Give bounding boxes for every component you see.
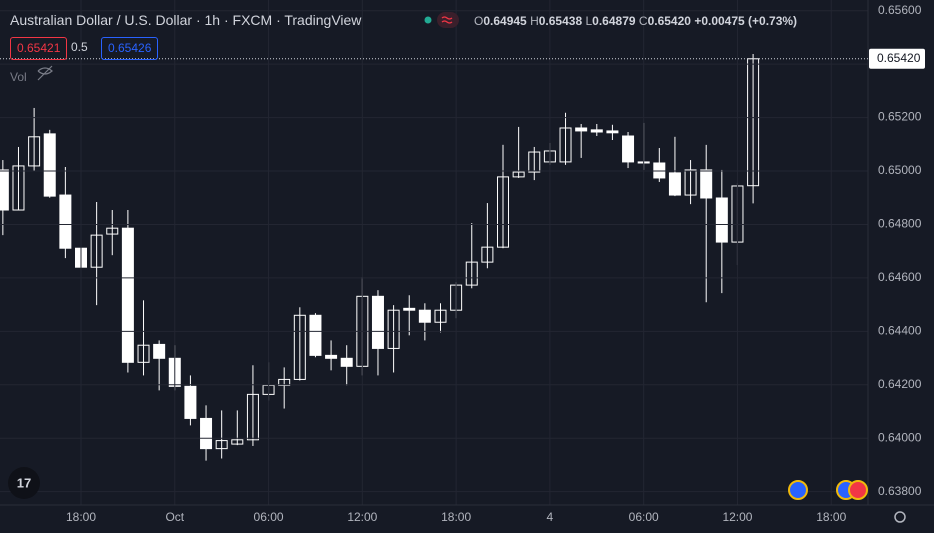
ohlc-value: 0.65438	[538, 14, 583, 28]
x-tick-label: 18:00	[66, 510, 96, 524]
ohlc-value: 0.64879	[592, 14, 636, 28]
symbol-title: Australian Dollar / U.S. Dollar · 1h · F…	[10, 12, 362, 28]
y-tick-label: 0.64600	[878, 270, 922, 284]
ask-button[interactable]: 0.65426	[101, 37, 159, 60]
ohlc-legend: O0.64945 H0.65438 L0.64879 C0.65420 +0.0…	[474, 14, 797, 28]
bid-button[interactable]: 0.65421	[10, 37, 68, 60]
spread: 0.5	[71, 40, 88, 54]
x-tick-label: 18:00	[816, 510, 846, 524]
logo-mark: 17	[17, 475, 31, 490]
y-tick-label: 0.64800	[878, 217, 922, 231]
ohlc-value: 0.64945	[483, 14, 527, 28]
event-icon[interactable]	[848, 480, 868, 500]
y-tick-label: 0.65000	[878, 163, 922, 177]
ohlc-key: H	[530, 14, 539, 28]
y-tick-label: 0.64000	[878, 430, 922, 444]
volume-label: Vol	[10, 70, 27, 84]
y-tick-label: 0.64400	[878, 323, 922, 337]
settings-icon[interactable]	[894, 511, 906, 523]
status-wave	[441, 16, 453, 24]
x-tick-label: 12:00	[722, 510, 752, 524]
hide-icon[interactable]	[37, 65, 53, 81]
x-tick-label: Oct	[165, 510, 184, 524]
x-tick-label: 18:00	[441, 510, 471, 524]
change: +0.00475 (+0.73%)	[694, 14, 798, 28]
y-tick-label: 0.65600	[878, 3, 922, 17]
ohlc-key: O	[474, 14, 484, 28]
ohlc-value: 0.65420	[647, 14, 691, 28]
event-icon[interactable]	[788, 480, 808, 500]
status-dot	[424, 16, 432, 24]
y-tick-label: 0.65200	[878, 110, 922, 124]
ohlc-key: C	[638, 14, 648, 28]
last-price-label: 0.65420	[877, 51, 921, 65]
x-tick-label: 06:00	[254, 510, 284, 524]
x-tick-label: 06:00	[629, 510, 659, 524]
logo	[8, 467, 40, 499]
ohlc-key: L	[585, 14, 593, 28]
x-tick-label: 12:00	[347, 510, 377, 524]
x-tick-label: 4	[547, 510, 554, 524]
last-price-box	[869, 48, 925, 69]
y-tick-label: 0.64200	[878, 377, 922, 391]
y-tick-label: 0.63800	[878, 484, 922, 498]
candle-body	[0, 169, 9, 211]
status-badge	[437, 12, 459, 28]
